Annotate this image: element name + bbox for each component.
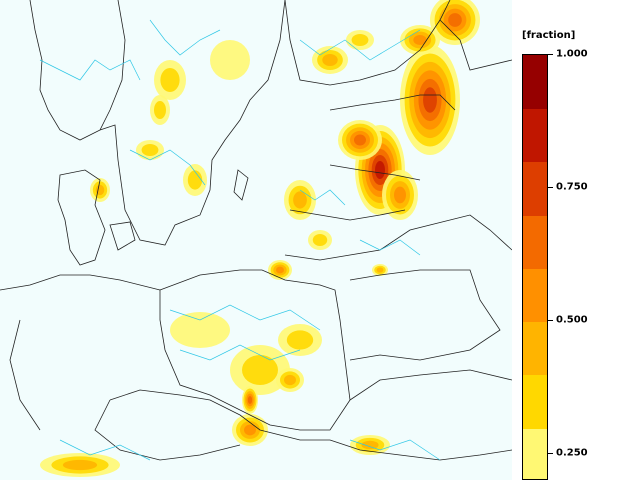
fraction-patch [286, 330, 314, 350]
legend-colorbar [522, 54, 548, 480]
legend-swatch [523, 108, 547, 163]
fraction-patch [293, 191, 307, 209]
fraction-patch [354, 134, 366, 146]
legend-swatch [523, 268, 547, 322]
fraction-patch [242, 355, 278, 385]
fraction-patch [375, 161, 385, 179]
legend-tick-mark [548, 320, 553, 322]
country-borders [0, 0, 512, 461]
fraction-patch [187, 170, 203, 190]
fraction-patch [394, 186, 406, 204]
map-canvas [0, 0, 512, 477]
fraction-patch [170, 312, 230, 348]
legend-tick-mark [548, 453, 553, 455]
legend-swatch [523, 374, 547, 429]
fraction-patch [276, 266, 284, 274]
legend-tick-label: 0.750 [556, 181, 588, 193]
legend-swatch [523, 55, 547, 109]
fraction-field [40, 0, 480, 477]
legend-swatch [523, 214, 547, 269]
fraction-patch [413, 35, 427, 45]
fraction-patch [351, 34, 369, 46]
legend-tick-label: 1.000 [556, 48, 588, 60]
legend-tick-mark [548, 187, 553, 189]
fraction-patch [423, 87, 437, 113]
fraction-patch [154, 101, 166, 119]
fraction-patch [247, 396, 253, 404]
legend-swatch [523, 161, 547, 216]
legend-title: [fraction] [522, 30, 576, 41]
fraction-patch [448, 13, 462, 27]
fraction-patch [312, 234, 328, 246]
fraction-patch [160, 68, 180, 92]
fraction-patch [361, 440, 379, 450]
legend-tick-label: 0.500 [556, 314, 588, 326]
legend-tick-mark [548, 54, 553, 55]
legend-swatch [523, 321, 547, 376]
fraction-patch [141, 144, 159, 156]
fraction-patch [244, 424, 256, 436]
fraction-patch [322, 54, 338, 66]
fraction-patch [284, 374, 296, 386]
fraction-patch [376, 267, 384, 273]
fraction-patch [62, 459, 98, 471]
legend-panel: [fraction] 1.000 0.750 0.500 0.250 [512, 0, 640, 480]
legend-swatch [523, 427, 547, 479]
map-panel[interactable] [0, 0, 512, 480]
legend-tick-label: 0.250 [556, 447, 588, 459]
fraction-patch [210, 40, 250, 80]
coastline-contours [39, 19, 441, 461]
